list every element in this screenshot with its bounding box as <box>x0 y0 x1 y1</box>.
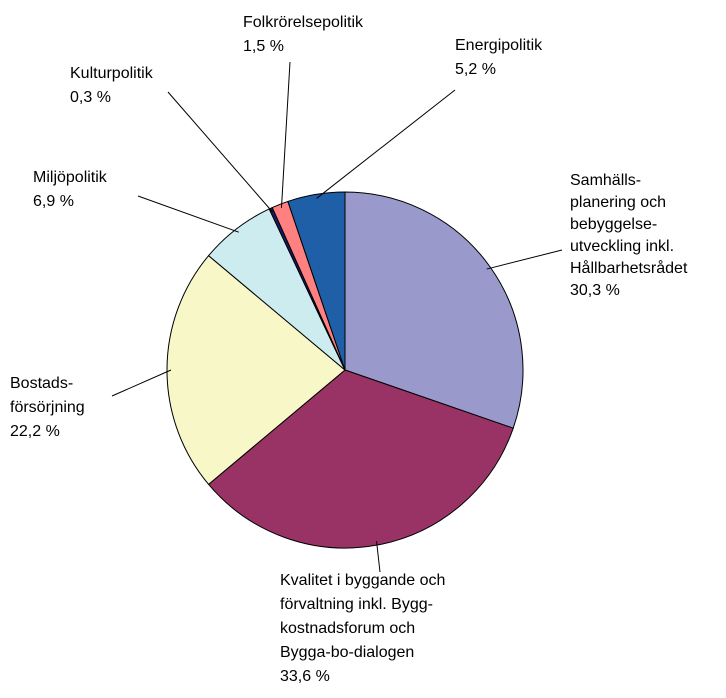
slice-label: Bostads- <box>10 375 73 392</box>
slice-label: Samhälls- <box>570 172 641 189</box>
slice-value-label: 22,2 % <box>10 423 60 440</box>
slice-value-label: 5,2 % <box>455 61 496 78</box>
leader-line <box>137 195 239 233</box>
leader-line <box>111 369 172 397</box>
slice-value-label: 0,3 % <box>70 89 111 106</box>
leader-line <box>376 541 381 573</box>
slice-label: Kulturpolitik <box>70 65 154 82</box>
leader-line <box>316 89 456 199</box>
slice-label: Hållbarhetsrådet <box>570 259 688 277</box>
slice-label: bebyggelse- <box>570 216 657 233</box>
slice-value-label: 6,9 % <box>33 193 74 210</box>
slice-label: Miljöpolitik <box>33 169 108 186</box>
pie-slice <box>166 254 346 486</box>
leader-line <box>486 249 563 270</box>
slice-label: planering och <box>570 194 666 211</box>
slice-value-label: 33,6 % <box>280 668 330 685</box>
slice-label: Energipolitik <box>455 37 543 54</box>
slice-label: kostnadsforum och <box>280 620 415 637</box>
slice-label: Bygga-bo-dialogen <box>280 644 414 661</box>
slice-label: Folkrörelsepolitik <box>243 14 364 31</box>
pie-slice <box>344 191 524 429</box>
slice-label: förvaltning inkl. Bygg- <box>280 596 433 613</box>
slice-label: utveckling inkl. <box>570 238 674 255</box>
leader-line <box>280 61 291 209</box>
slice-label: Kvalitet i byggande och <box>280 572 445 589</box>
slice-label: försörjning <box>10 399 85 416</box>
leader-line <box>167 91 273 213</box>
pie-slice <box>287 191 346 371</box>
slice-value-label: 30,3 % <box>570 282 620 299</box>
slice-value-label: 1,5 % <box>243 38 284 55</box>
